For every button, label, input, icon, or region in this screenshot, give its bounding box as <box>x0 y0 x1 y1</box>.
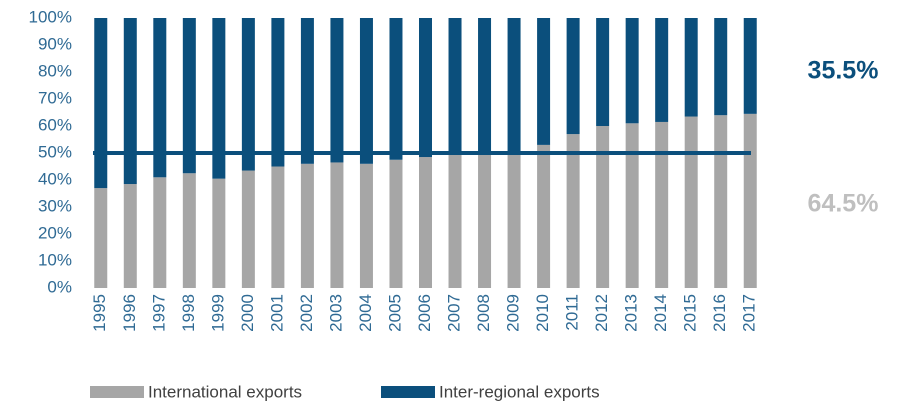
x-tick-label: 2014 <box>651 294 670 332</box>
bar-segment <box>94 18 108 189</box>
bar-segment <box>625 123 639 288</box>
bar-segment <box>241 18 255 171</box>
y-tick-label: 60% <box>38 115 72 134</box>
y-tick-label: 90% <box>38 34 72 53</box>
bar-segment <box>153 18 167 178</box>
y-tick-label: 80% <box>38 61 72 80</box>
x-tick-label: 2010 <box>533 294 552 332</box>
bar-segment <box>596 18 610 126</box>
bar-segment <box>478 154 492 288</box>
x-tick-label: 2002 <box>297 294 316 332</box>
x-tick-label: 1998 <box>179 294 198 332</box>
x-tick-label: 2008 <box>474 294 493 332</box>
bar-segment <box>212 178 226 288</box>
bar-segment <box>566 18 580 135</box>
bar-segment <box>655 121 669 288</box>
bar-segment <box>596 126 610 288</box>
bar-segment <box>714 18 728 116</box>
legend-swatch <box>381 386 435 398</box>
bar-segment <box>389 159 403 288</box>
x-tick-label: 2000 <box>238 294 257 332</box>
x-tick-label: 2004 <box>356 294 375 332</box>
x-tick-label: 2011 <box>563 294 582 331</box>
y-tick-label: 10% <box>38 250 72 269</box>
bar-segment <box>300 163 314 288</box>
bar-segment <box>359 18 373 164</box>
x-tick-label: 2007 <box>445 294 464 332</box>
y-tick-label: 30% <box>38 196 72 215</box>
x-tick-label: 1995 <box>90 294 109 332</box>
x-tick-label: 2003 <box>326 294 345 332</box>
x-tick-label: 1999 <box>208 294 227 332</box>
bar-segment <box>419 18 432 158</box>
x-tick-label: 2009 <box>504 294 523 332</box>
bar-segment <box>271 166 285 288</box>
bar-segment <box>448 18 462 155</box>
bar-segment <box>241 170 255 288</box>
bar-segment <box>507 154 521 288</box>
bar-segment <box>123 184 137 288</box>
y-tick-label: 50% <box>38 142 72 161</box>
annotation: 35.5% <box>808 57 879 85</box>
legend-label: Inter-regional exports <box>439 382 600 401</box>
bar-segment <box>153 177 167 288</box>
x-tick-label: 2001 <box>267 294 286 332</box>
bar-segment <box>507 18 521 155</box>
y-tick-label: 40% <box>38 169 72 188</box>
bar-segment <box>300 18 314 164</box>
bar-segment <box>714 115 728 288</box>
x-tick-label: 2015 <box>681 294 700 332</box>
bar-segment <box>182 18 196 174</box>
bar-segment <box>566 134 580 288</box>
bar-segment <box>625 18 639 124</box>
bar-segment <box>684 18 698 117</box>
bar-segment <box>123 18 137 185</box>
bar-segment <box>684 116 698 288</box>
x-tick-label: 2006 <box>415 294 434 332</box>
y-tick-label: 0% <box>47 277 72 296</box>
bar-segment <box>655 18 669 122</box>
legend-swatch <box>90 386 144 398</box>
bar-segment <box>537 144 551 288</box>
bar-segment <box>330 18 344 163</box>
bar-segment <box>537 18 551 145</box>
bar-segment <box>182 173 196 288</box>
legend-label: International exports <box>148 382 302 401</box>
bar-segment <box>743 113 757 288</box>
bar-segment <box>94 188 108 288</box>
y-tick-label: 70% <box>38 88 72 107</box>
bar-segment <box>271 18 285 167</box>
x-tick-label: 2016 <box>710 294 729 332</box>
x-tick-label: 1997 <box>149 294 168 332</box>
x-tick-label: 2005 <box>385 294 404 332</box>
bar-segment <box>478 18 492 155</box>
bar-segment <box>212 18 226 179</box>
bar-segment <box>743 18 757 114</box>
y-tick-label: 20% <box>38 223 72 242</box>
x-tick-label: 2012 <box>592 294 611 332</box>
x-tick-label: 1996 <box>120 294 139 332</box>
bar-segment <box>448 154 462 288</box>
y-tick-label: 100% <box>29 7 72 26</box>
bar-segment <box>359 163 373 288</box>
annotation: 64.5% <box>808 190 879 218</box>
bar-segment <box>389 18 403 160</box>
x-tick-label: 2017 <box>740 294 759 332</box>
bar-segment <box>330 162 344 288</box>
x-tick-label: 2013 <box>622 294 641 332</box>
bar-segment <box>419 157 432 288</box>
